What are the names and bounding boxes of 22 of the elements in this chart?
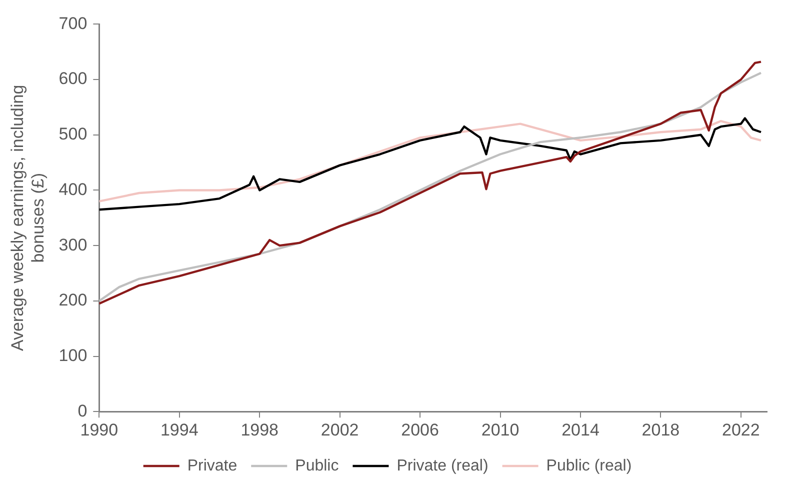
legend-label: Public (real)	[546, 457, 632, 474]
x-tick-label: 1990	[80, 420, 118, 440]
x-tick-label: 1998	[240, 420, 279, 440]
y-tick-label: 700	[58, 14, 88, 33]
legend-label: Private (real)	[396, 457, 488, 474]
x-tick-label: 2002	[320, 420, 359, 440]
legend-label: Public	[295, 457, 339, 474]
y-tick-label: 400	[58, 180, 88, 199]
y-tick-label: 0	[78, 401, 88, 420]
x-tick-label: 2022	[722, 420, 760, 440]
legend-label: Private	[187, 457, 238, 474]
y-tick-label: 100	[58, 346, 88, 365]
y-tick-label: 300	[58, 235, 88, 254]
x-tick-label: 2014	[562, 420, 600, 440]
y-tick-label: 600	[58, 69, 88, 88]
y-tick-label: 200	[58, 290, 88, 310]
y-tick-label: 500	[58, 124, 88, 144]
y-axis-title: Average weekly earnings, including bonuses (£)	[8, 84, 48, 351]
x-tick-label: 1994	[160, 420, 198, 440]
x-tick-label: 2010	[481, 420, 520, 440]
x-tick-label: 2018	[642, 420, 680, 440]
x-tick-label: 2006	[401, 420, 439, 440]
